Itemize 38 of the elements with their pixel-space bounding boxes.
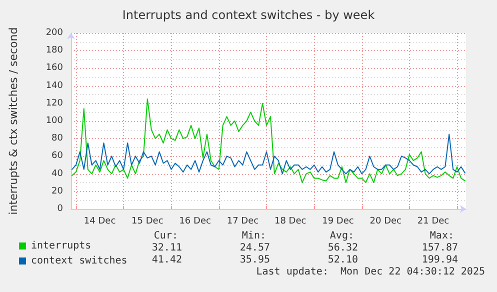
text: Avg: <box>330 230 354 242</box>
y-tick-label: 120 <box>46 98 64 108</box>
y-tick-label: 0 <box>57 204 64 214</box>
x-tick-label: 16 Dec <box>179 216 211 226</box>
x-tick-label: 15 Dec <box>132 216 164 226</box>
text: 35.95 <box>240 254 270 266</box>
text: 41.42 <box>152 254 182 266</box>
legend-label: context switches <box>31 256 128 266</box>
y-tick-label: 60 <box>52 151 64 162</box>
text: Min: <box>242 230 266 242</box>
text: 199.94 <box>422 254 458 266</box>
text: 56.32 <box>328 242 358 254</box>
text: 52.10 <box>328 254 358 266</box>
text: 157.87 <box>422 242 458 254</box>
line-series <box>71 134 466 174</box>
legend-label: interrupts <box>31 240 92 252</box>
x-tick-label: 19 Dec <box>322 216 354 226</box>
text: 24.57 <box>240 242 270 254</box>
text: Max: <box>430 230 454 242</box>
x-tick-label: 20 Dec <box>370 216 402 226</box>
y-tick-label: 40 <box>52 168 64 179</box>
x-tick-label: 21 Dec <box>417 216 450 226</box>
y-tick-label: 100 <box>46 116 64 126</box>
y-tick-label: 180 <box>46 46 64 56</box>
y-tick-label: 20 <box>52 186 64 196</box>
y-tick-label: 160 <box>46 63 64 74</box>
x-tick-label: 14 Dec <box>84 216 116 226</box>
chart-title: Interrupts and context switches - by week <box>122 8 375 22</box>
x-tick-label: 17 Dec <box>226 216 259 226</box>
y-tick-label: 200 <box>46 28 64 38</box>
line-series <box>71 98 466 184</box>
text: Cur: <box>154 230 178 242</box>
y-axis-title: interrupts & ctx switches / second <box>7 27 20 215</box>
y-tick-label: 80 <box>52 134 64 144</box>
x-tick-label: 18 Dec <box>274 216 306 226</box>
text: Last update: Mon Dec 22 04:30:12 2025 <box>256 266 485 278</box>
y-tick-label: 140 <box>46 80 64 91</box>
text: 32.11 <box>152 242 182 254</box>
